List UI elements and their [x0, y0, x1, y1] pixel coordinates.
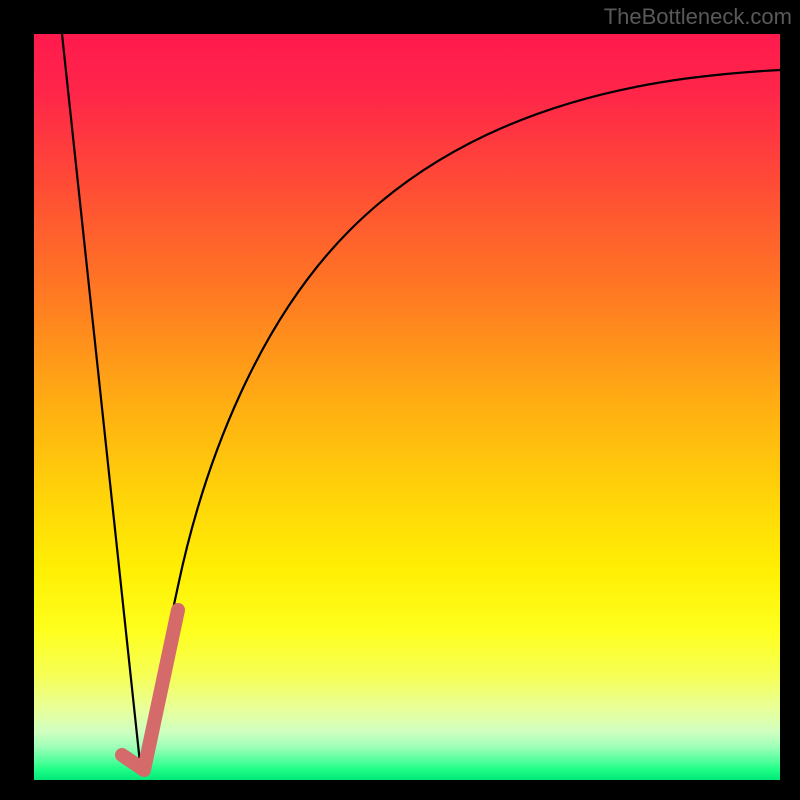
watermark-text: TheBottleneck.com — [604, 4, 792, 30]
bottleneck-chart — [0, 0, 800, 800]
chart-container: TheBottleneck.com — [0, 0, 800, 800]
plot-area-gradient — [34, 34, 780, 780]
